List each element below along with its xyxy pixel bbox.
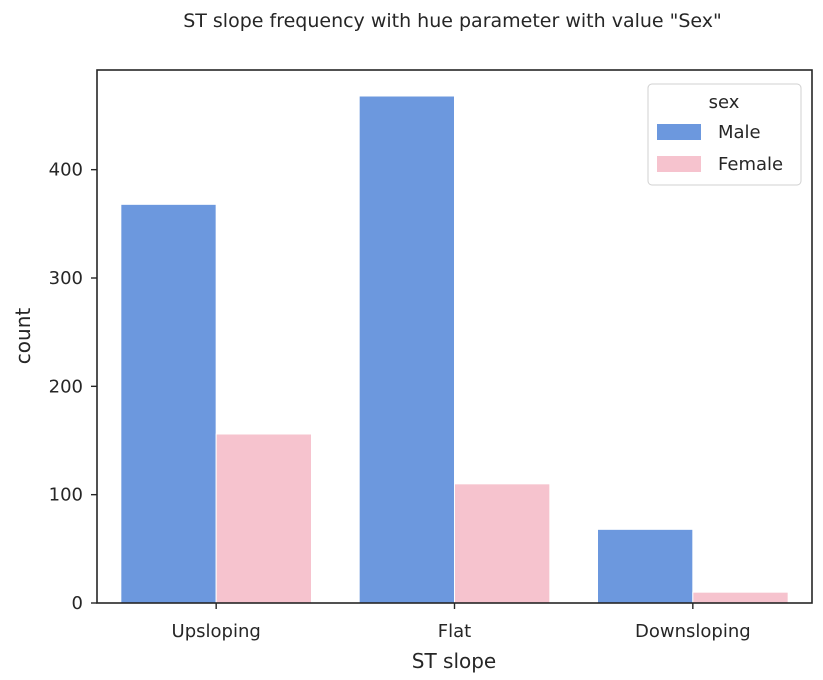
x-axis: Upsloping Flat Downsloping (172, 603, 751, 642)
bar-male-flat (358, 95, 456, 604)
y-tick-label: 100 (49, 485, 83, 506)
y-tick-label: 0 (72, 593, 83, 614)
y-axis-label: count (11, 308, 35, 365)
legend-items: Male Female (657, 122, 783, 175)
y-tick-label: 200 (49, 376, 83, 397)
x-tick-label: Upsloping (172, 621, 261, 642)
legend-label-female: Female (718, 154, 783, 175)
bar-male-downsloping (597, 528, 694, 604)
bars-group (120, 95, 789, 604)
y-axis: 0 100 200 300 400 (49, 160, 97, 614)
legend-swatch-male (657, 124, 701, 140)
legend: sex Male Female (647, 83, 802, 186)
x-axis-label: ST slope (412, 649, 496, 673)
legend-swatch-female (657, 156, 701, 172)
bar-female-upsloping (215, 433, 312, 604)
bar-female-downsloping (692, 591, 789, 604)
bar-male-upsloping (120, 203, 217, 604)
x-tick-label: Flat (438, 621, 471, 642)
legend-title: sex (709, 92, 740, 113)
bar-female-flat (454, 483, 551, 604)
legend-label-male: Male (718, 122, 761, 143)
x-tick-label: Downsloping (635, 621, 751, 642)
chart-title: ST slope frequency with hue parameter wi… (183, 10, 722, 32)
y-tick-label: 300 (49, 268, 83, 289)
y-tick-label: 400 (49, 160, 83, 181)
